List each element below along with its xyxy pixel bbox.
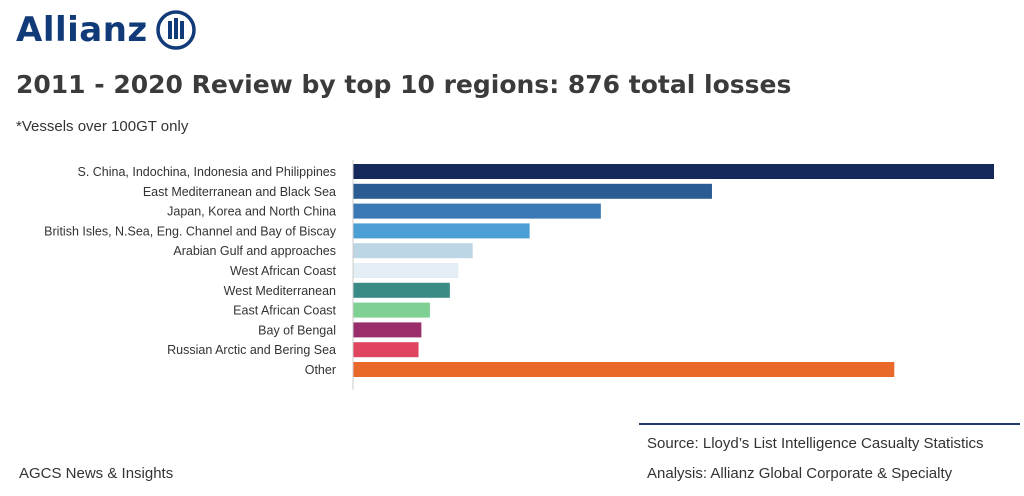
category-label: Other [305, 363, 336, 377]
category-label: East Mediterranean and Black Sea [143, 185, 336, 199]
allianz-eagle-icon [155, 10, 196, 50]
bar [353, 243, 473, 259]
bar [353, 342, 419, 358]
category-label: West Mediterranean [224, 284, 336, 298]
footer-divider [639, 423, 1020, 425]
allianz-logo: Allianz [16, 10, 196, 50]
bar [353, 302, 430, 318]
logo-text: Allianz [16, 10, 148, 50]
category-label: S. China, Indochina, Indonesia and Phili… [77, 165, 336, 179]
category-label: East African Coast [233, 304, 336, 318]
footer-brand: AGCS News & Insights [19, 465, 174, 482]
bar-chart: S. China, Indochina, Indonesia and Phili… [44, 160, 994, 390]
source-note: Source: Lloyd’s List Intelligence Casual… [647, 435, 984, 452]
chart-title: 2011 - 2020 Review by top 10 regions: 87… [16, 70, 792, 99]
chart-subtitle: *Vessels over 100GT only [16, 118, 189, 135]
analysis-note: Analysis: Allianz Global Corporate & Spe… [647, 465, 953, 482]
bar [353, 183, 712, 199]
category-label: Russian Arctic and Bering Sea [167, 343, 336, 357]
bar [353, 282, 450, 298]
category-label: Bay of Bengal [258, 323, 336, 337]
bar [353, 203, 601, 219]
category-label: Arabian Gulf and approaches [173, 244, 336, 258]
bar [353, 164, 994, 179]
category-label: Japan, Korea and North China [167, 205, 336, 219]
bar [353, 223, 530, 239]
bar [353, 362, 895, 377]
bar [353, 263, 459, 278]
category-label: British Isles, N.Sea, Eng. Channel and B… [44, 224, 337, 238]
category-label: West African Coast [230, 264, 337, 278]
bar [353, 322, 422, 338]
